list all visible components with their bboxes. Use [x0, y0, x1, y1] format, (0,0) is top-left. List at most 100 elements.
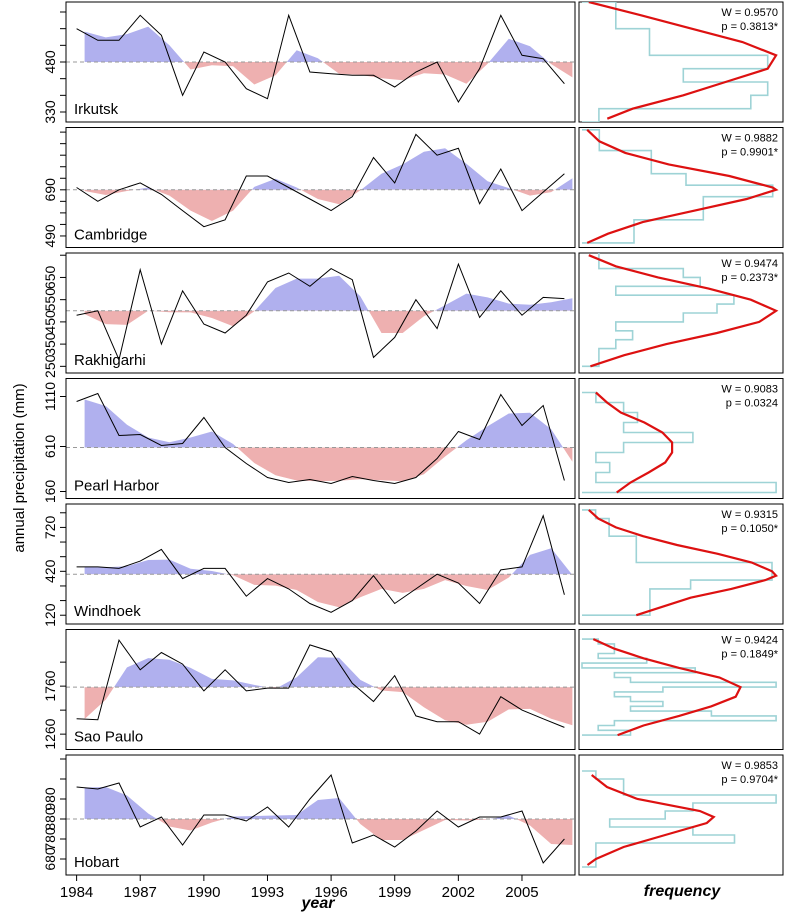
above-mean-area — [84, 548, 573, 575]
precipitation-line — [76, 514, 565, 613]
x-tick-label: 1993 — [251, 884, 284, 901]
histogram-frame — [578, 754, 784, 876]
shapiro-w-statistic: W = 0.9474 — [721, 258, 778, 270]
y-tick-label: 160 — [42, 480, 58, 504]
precipitation-line — [76, 774, 565, 864]
below-mean-area — [84, 819, 573, 845]
x-tick-label: 2002 — [442, 884, 475, 901]
y-tick-label: 480 — [42, 50, 58, 74]
y-tick-label: 1760 — [42, 670, 58, 701]
y-tick-label: 550 — [42, 288, 58, 312]
x-tick-label: 2005 — [505, 884, 538, 901]
station-name: Windhoek — [74, 603, 141, 620]
histogram-frame — [578, 252, 784, 374]
shapiro-p-value: p = 0.1849* — [721, 649, 778, 661]
above-mean-area — [254, 275, 573, 311]
histogram-frame — [578, 378, 784, 499]
histogram-bars — [582, 253, 735, 368]
histogram-frame — [578, 503, 784, 625]
histogram-panel: W = 0.9882 p = 0.9901* — [578, 127, 784, 248]
shapiro-w-statistic: W = 0.9570 — [721, 7, 778, 19]
panel-irkutsk: 330 480 Irkutsk W = 0.9570 p = 0.3813* — [42, 1, 784, 124]
above-mean-area — [84, 399, 573, 448]
y-tick-label: 420 — [42, 559, 58, 583]
below-mean-area — [84, 447, 573, 482]
precipitation-line — [76, 13, 565, 103]
y-tick-label: 250 — [42, 354, 58, 378]
precipitation-line — [76, 133, 565, 228]
histogram-panel: W = 0.9083 p = 0.0324 — [578, 378, 784, 499]
station-name: Pearl Harbor — [74, 478, 159, 495]
y-tick-label: 690 — [42, 178, 58, 202]
shapiro-w-statistic: W = 0.9853 — [721, 760, 778, 772]
normal-fit-curve — [595, 391, 674, 494]
station-panels: 330 480 Irkutsk W = 0.9570 p = 0.3813* 490 690… — [42, 1, 784, 901]
y-tick-label: 330 — [42, 100, 58, 124]
shapiro-w-statistic: W = 0.9882 — [721, 133, 778, 145]
station-name: Hobart — [74, 854, 120, 871]
shapiro-w-statistic: W = 0.9083 — [721, 384, 778, 396]
panel-frame — [65, 252, 576, 374]
shapiro-p-value: p = 0.2373* — [721, 272, 778, 284]
panel-sao-paulo: 1260 1760 Sao Paulo W = 0.9424 p = 0.1849* — [42, 629, 784, 750]
histogram-bars — [582, 391, 777, 494]
precipitation-line — [76, 262, 565, 362]
precipitation-line — [76, 392, 565, 485]
histogram-bars — [582, 770, 777, 868]
panel-cambridge: 490 690 Cambridge W = 0.9882 p = 0.9901* — [42, 127, 784, 248]
panel-pearl-harbor: 160 610 1110 Pearl Harbor W = 0.9083 p = 0.03… — [42, 378, 784, 504]
histogram-frame — [578, 629, 784, 750]
y-tick-label: 880 — [42, 807, 58, 831]
panel-frame — [65, 629, 576, 750]
below-mean-area — [84, 62, 573, 85]
histogram-panel: W = 0.9570 p = 0.3813* — [578, 1, 784, 123]
histogram-panel: W = 0.9474 p = 0.2373* — [578, 252, 784, 374]
y-tick-label: 450 — [42, 310, 58, 334]
normal-fit-curve — [586, 774, 716, 866]
station-name: Cambridge — [74, 227, 147, 244]
panel-windhoek: 120 420 720 Windhoek W = 0.9315 p = 0.1050* — [42, 503, 784, 627]
normal-fit-curve — [588, 509, 778, 617]
shapiro-p-value: p = 0.1050* — [721, 523, 778, 535]
panel-frame — [65, 378, 576, 499]
y-tick-label: 1110 — [42, 382, 58, 411]
x-tick-label: 1990 — [187, 884, 220, 901]
normal-fit-curve — [588, 2, 778, 120]
y-tick-label: 120 — [42, 603, 58, 627]
y-tick-label: 780 — [42, 827, 58, 851]
shapiro-w-statistic: W = 0.9424 — [721, 635, 778, 647]
histogram-panel: W = 0.9853 p = 0.9704* — [578, 754, 784, 876]
shapiro-p-value: p = 0.3813* — [721, 21, 778, 33]
above-mean-area — [84, 787, 573, 819]
histogram-bars — [581, 638, 777, 736]
y-tick-label: 350 — [42, 332, 58, 356]
shapiro-p-value: p = 0.9901* — [721, 147, 778, 159]
panel-frame — [65, 503, 576, 625]
y-tick-label: 680 — [42, 847, 58, 871]
x-axis-label: year — [301, 895, 336, 912]
y-tick-label: 490 — [42, 224, 58, 248]
shapiro-p-value: p = 0.9704* — [721, 774, 778, 786]
histogram-bars — [582, 509, 773, 616]
histogram-bars — [582, 129, 774, 244]
x-tick-label: 1984 — [60, 884, 93, 901]
x-tick-label: 1999 — [378, 884, 411, 901]
y-tick-label: 1260 — [42, 718, 58, 749]
histogram-panel: W = 0.9424 p = 0.1849* — [578, 629, 784, 750]
above-mean-area — [114, 657, 375, 688]
panel-frame — [65, 127, 576, 248]
above-mean-area — [84, 26, 573, 62]
y-axis-label: annual precipitation (mm) — [11, 383, 28, 552]
normal-fit-curve — [588, 254, 779, 368]
below-mean-area — [84, 310, 573, 333]
x-tick-label: 1996 — [314, 884, 347, 901]
histogram-axis-label: frequency — [644, 883, 722, 900]
x-tick-label: 1987 — [124, 884, 157, 901]
shapiro-w-statistic: W = 0.9315 — [721, 509, 778, 521]
above-mean-area — [84, 148, 573, 190]
histogram-panel: W = 0.9315 p = 0.1050* — [578, 503, 784, 625]
station-name: Sao Paulo — [74, 729, 143, 746]
